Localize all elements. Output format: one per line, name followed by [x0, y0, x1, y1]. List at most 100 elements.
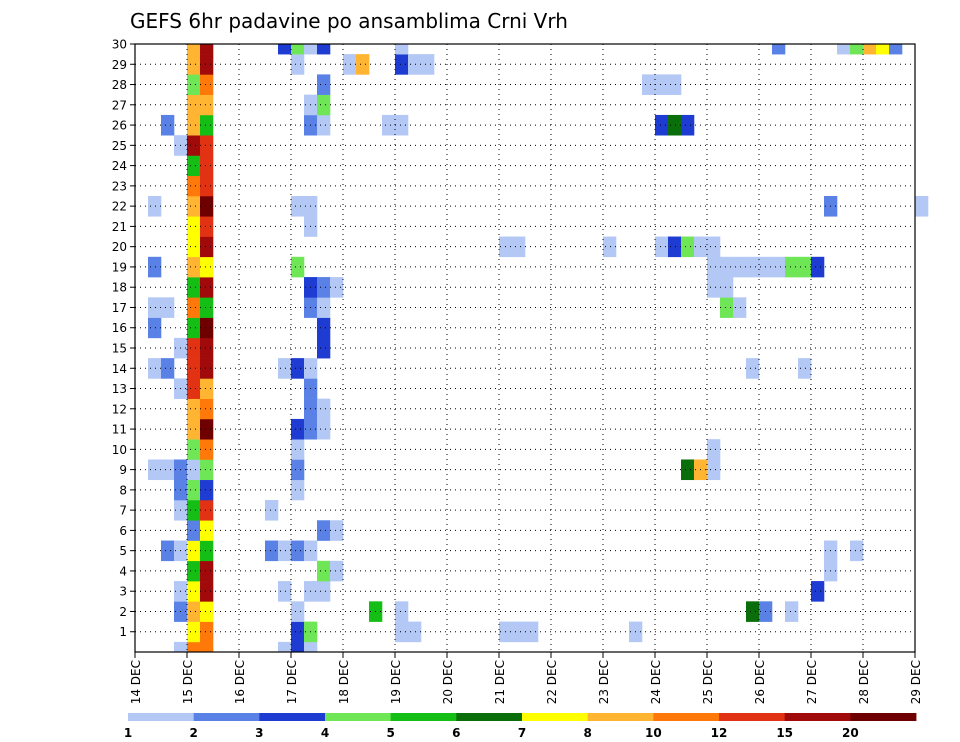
- heatmap-cell: [265, 500, 279, 521]
- heatmap-cell: [512, 236, 526, 258]
- heatmap-cell: [161, 459, 175, 481]
- heatmap-cell: [746, 358, 760, 379]
- heatmap-cell: [317, 520, 331, 541]
- colorbar-tick-label: 2: [189, 726, 197, 740]
- heatmap-cell: [395, 621, 409, 643]
- heatmap-cell: [707, 459, 721, 481]
- heatmap-cell: [278, 44, 292, 55]
- heatmap-cell: [200, 418, 214, 440]
- colorbar-tick-label: 4: [321, 726, 329, 740]
- heatmap-cell: [187, 439, 201, 460]
- heatmap-cell: [200, 581, 214, 602]
- heatmap-cell: [187, 337, 201, 359]
- heatmap-cell: [421, 54, 435, 75]
- y-tick-label: 7: [119, 504, 127, 518]
- heatmap-cell: [356, 54, 370, 75]
- x-tick-label: 28 DEC: [857, 660, 871, 704]
- heatmap-cell: [200, 44, 214, 55]
- heatmap-cell: [330, 520, 344, 541]
- heatmap-cell: [187, 44, 201, 55]
- heatmap-cell: [291, 418, 305, 440]
- y-tick-label: 12: [112, 402, 127, 416]
- heatmap-cell: [291, 439, 305, 460]
- heatmap-cell: [187, 317, 201, 339]
- heatmap-cell: [278, 358, 292, 379]
- colorbar-tick-label: 10: [645, 726, 662, 740]
- heatmap-cell: [187, 216, 201, 237]
- y-tick-label: 23: [112, 179, 127, 193]
- heatmap-cell: [746, 256, 760, 278]
- heatmap-cell: [317, 74, 331, 95]
- heatmap-cell: [317, 297, 331, 318]
- colorbar-swatch: [522, 713, 589, 721]
- x-tick-label: 22 DEC: [545, 660, 559, 704]
- y-tick-label: 14: [112, 362, 127, 376]
- heatmap-cell: [187, 500, 201, 521]
- heatmap-cell: [200, 216, 214, 237]
- heatmap-cell: [642, 74, 656, 95]
- heatmap-cell: [291, 54, 305, 75]
- colorbar-swatch: [784, 713, 851, 721]
- y-tick-label: 20: [112, 240, 127, 254]
- y-tick-label: 29: [112, 58, 127, 72]
- heatmap-cell: [850, 44, 864, 55]
- y-tick-label: 13: [112, 382, 127, 396]
- heatmap-cell: [200, 621, 214, 643]
- heatmap-cell: [148, 317, 162, 339]
- heatmap-cell: [200, 337, 214, 359]
- heatmap-cell: [187, 94, 201, 116]
- heatmap-cell: [395, 44, 409, 55]
- colorbar-tick-label: 1: [124, 726, 132, 740]
- x-tick-label: 27 DEC: [805, 660, 819, 704]
- colorbar-tick-label: 6: [452, 726, 460, 740]
- heatmap-cell: [187, 560, 201, 582]
- heatmap-cell: [187, 641, 201, 653]
- heatmap-cell: [200, 94, 214, 116]
- heatmap-cell: [200, 317, 214, 339]
- y-tick-label: 8: [119, 483, 127, 497]
- heatmap-cell: [668, 236, 682, 258]
- heatmap-cell: [187, 114, 201, 136]
- heatmap-cell: [187, 256, 201, 278]
- heatmap-cell: [655, 114, 669, 136]
- heatmap-cell: [200, 297, 214, 318]
- x-tick-label: 20 DEC: [441, 660, 455, 704]
- heatmap-cell: [915, 196, 929, 217]
- heatmap-cell: [317, 44, 331, 55]
- heatmap-cell: [304, 44, 318, 55]
- y-tick-label: 11: [112, 423, 127, 437]
- heatmap-cell: [200, 135, 214, 156]
- heatmap-cell: [668, 114, 682, 136]
- heatmap-cell: [291, 358, 305, 379]
- x-tick-label: 18 DEC: [337, 660, 351, 704]
- y-tick-label: 24: [112, 159, 127, 173]
- heatmap-cell: [148, 256, 162, 278]
- heatmap-cell: [317, 418, 331, 440]
- y-tick-label: 2: [119, 605, 127, 619]
- heatmap-cell: [317, 317, 331, 339]
- x-tick-label: 25 DEC: [701, 660, 715, 704]
- colorbar-swatch: [653, 713, 720, 721]
- y-tick-label: 17: [112, 301, 127, 315]
- heatmap-cell: [187, 236, 201, 258]
- heatmap-cell: [811, 256, 825, 278]
- heatmap-cell: [343, 54, 357, 75]
- heatmap-cell: [187, 479, 201, 501]
- y-tick-label: 21: [112, 220, 127, 234]
- heatmap-cell: [720, 297, 734, 318]
- heatmap-cell: [317, 114, 331, 136]
- heatmap-cell: [265, 540, 279, 562]
- heatmap-cell: [200, 74, 214, 95]
- heatmap-cell: [291, 641, 305, 653]
- heatmap-cell: [850, 540, 864, 562]
- heatmap-cell: [187, 277, 201, 298]
- heatmap-cell: [200, 155, 214, 177]
- heatmap-cell: [148, 297, 162, 318]
- heatmap-cell: [200, 398, 214, 420]
- colorbar-tick-label: 7: [518, 726, 526, 740]
- heatmap-cell: [161, 358, 175, 379]
- heatmap-cell: [668, 74, 682, 95]
- heatmap-cell: [278, 641, 292, 653]
- x-tick-label: 26 DEC: [753, 660, 767, 704]
